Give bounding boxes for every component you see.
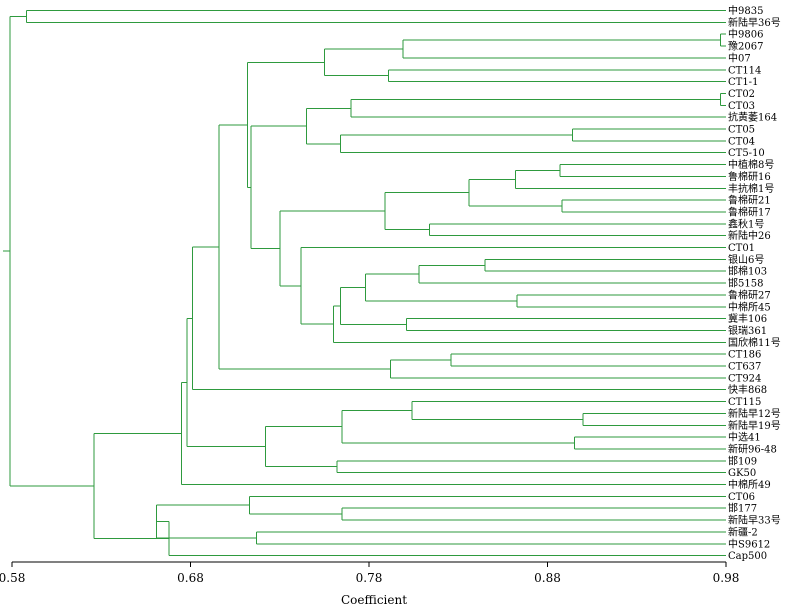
leaf-label: 中S9612 [728,537,770,550]
leaf-label: 新疆-2 [728,525,758,538]
x-tick-label: 0.98 [713,571,740,585]
leaf-label: 中选41 [728,431,761,444]
leaf-label: 邯109 [728,454,757,467]
leaf-label: CT06 [728,492,755,503]
leaf-label: 鲁棉研27 [728,288,771,301]
x-tick-label: 0.58 [0,571,25,585]
leaf-label: 中07 [728,51,751,64]
leaf-label: 冀丰106 [728,312,767,325]
leaf-label: 快丰868 [728,383,767,396]
leaf-label: 新研96-48 [728,442,777,455]
leaf-label: 新陆早33号 [728,514,781,527]
leaf-label: CT5-10 [728,148,765,159]
leaf-label: 中棉所45 [728,300,771,313]
leaf-label: 鲁棉研21 [728,194,771,207]
leaf-label: 邯棉103 [728,265,767,278]
leaf-label: 新陆早36号 [728,16,781,29]
leaf-label: 邯5158 [728,277,763,290]
leaf-label: Cap500 [728,551,767,562]
x-tick-label: 0.68 [177,571,204,585]
leaf-label: 鲁棉研17 [728,205,771,218]
leaf-label: CT05 [728,125,755,136]
leaf-labels: 中9835新陆早36号中9806豫2067中07CT114CT1-1CT02CT… [728,4,781,562]
leaf-label: CT114 [728,65,761,76]
leaf-label: CT924 [728,373,761,384]
leaf-label: 中9806 [728,28,763,41]
leaf-label: CT1-1 [728,77,758,88]
leaf-label: CT186 [728,350,761,361]
leaf-label: 中棉所49 [728,478,771,491]
leaf-label: 鑫秋1号 [728,217,764,230]
leaf-label: CT04 [728,136,755,147]
dendrogram-branches [3,10,726,557]
leaf-label: CT03 [728,101,755,112]
leaf-label: CT01 [728,243,755,254]
x-tick-label: 0.78 [356,571,383,585]
leaf-label: 邯177 [728,502,757,515]
leaf-label: 新陆早12号 [728,407,781,420]
leaf-label: 抗黄萎164 [728,111,777,124]
leaf-label: CT115 [728,397,761,408]
leaf-label: 银瑞361 [728,324,767,337]
leaf-label: 豫2067 [728,40,763,53]
leaf-label: 新陆早19号 [728,419,781,432]
x-axis-ticks: 0.58 0.68 0.78 0.88 0.98 [0,562,739,585]
x-tick-label: 0.88 [534,571,561,585]
leaf-label: 国欣棉11号 [728,336,781,349]
leaf-label: GK50 [728,468,756,479]
x-axis: 0.58 0.68 0.78 0.88 0.98 Coefficient [0,561,739,607]
leaf-label: 银山6号 [728,253,764,266]
leaf-label: 鲁棉研16 [728,170,771,183]
x-axis-title: Coefficient [341,593,407,607]
leaf-label: CT02 [728,89,755,100]
leaf-label: 新陆中26 [728,229,771,242]
leaf-label: 丰抗棉1号 [728,182,774,195]
leaf-label: 中9835 [728,4,763,17]
leaf-label: 中植棉8号 [728,158,774,171]
leaf-label: CT637 [728,362,761,373]
